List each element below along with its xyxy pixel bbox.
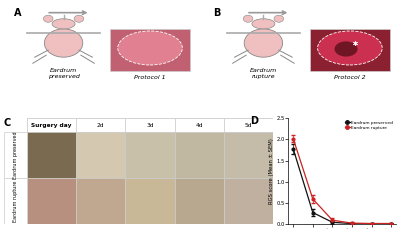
Text: Eardrum preserved: Eardrum preserved (13, 131, 18, 179)
Text: C: C (4, 118, 11, 128)
Text: *: * (353, 41, 358, 51)
Text: 2d: 2d (97, 123, 104, 128)
Circle shape (118, 31, 182, 65)
Ellipse shape (52, 19, 75, 29)
Text: B: B (214, 8, 221, 18)
Text: 5d: 5d (245, 123, 252, 128)
Bar (175, 132, 224, 178)
Ellipse shape (252, 19, 275, 29)
Ellipse shape (243, 15, 253, 22)
Ellipse shape (244, 29, 283, 57)
Bar (126, 132, 175, 178)
Text: D: D (251, 116, 259, 126)
Bar (224, 118, 273, 132)
Bar (76, 118, 126, 132)
Ellipse shape (44, 29, 83, 57)
Bar (27, 132, 76, 178)
Ellipse shape (334, 41, 358, 57)
Bar (76, 178, 126, 224)
Text: 4d: 4d (196, 123, 203, 128)
Bar (27, 118, 76, 132)
Text: Eardrum
rupture: Eardrum rupture (250, 68, 277, 79)
Bar (224, 178, 273, 224)
Text: A: A (14, 8, 21, 18)
Text: 3d: 3d (146, 123, 154, 128)
Text: Surgery day: Surgery day (31, 123, 72, 128)
Bar (126, 178, 175, 224)
Bar (76, 132, 126, 178)
Bar (224, 132, 273, 178)
Bar (175, 118, 224, 132)
Bar (175, 178, 224, 224)
Text: Eardrum rupture: Eardrum rupture (13, 181, 18, 222)
Ellipse shape (43, 15, 53, 22)
Text: *: * (353, 41, 358, 51)
Legend: Eardrum preserved, Eardrum rupture: Eardrum preserved, Eardrum rupture (344, 120, 394, 130)
Bar (110, 29, 190, 71)
Circle shape (318, 31, 382, 65)
Ellipse shape (74, 15, 84, 22)
Y-axis label: RGS score (Mean ± SEM): RGS score (Mean ± SEM) (269, 138, 274, 204)
Text: Protocol 1: Protocol 1 (134, 75, 166, 80)
Text: Eardrum
preserved: Eardrum preserved (48, 68, 80, 79)
Bar (27, 178, 76, 224)
Bar (4, 132, 27, 178)
Text: Protocol 2: Protocol 2 (334, 75, 366, 80)
Bar (4, 178, 27, 224)
Bar (126, 118, 175, 132)
Bar (310, 29, 390, 71)
Ellipse shape (274, 15, 284, 22)
